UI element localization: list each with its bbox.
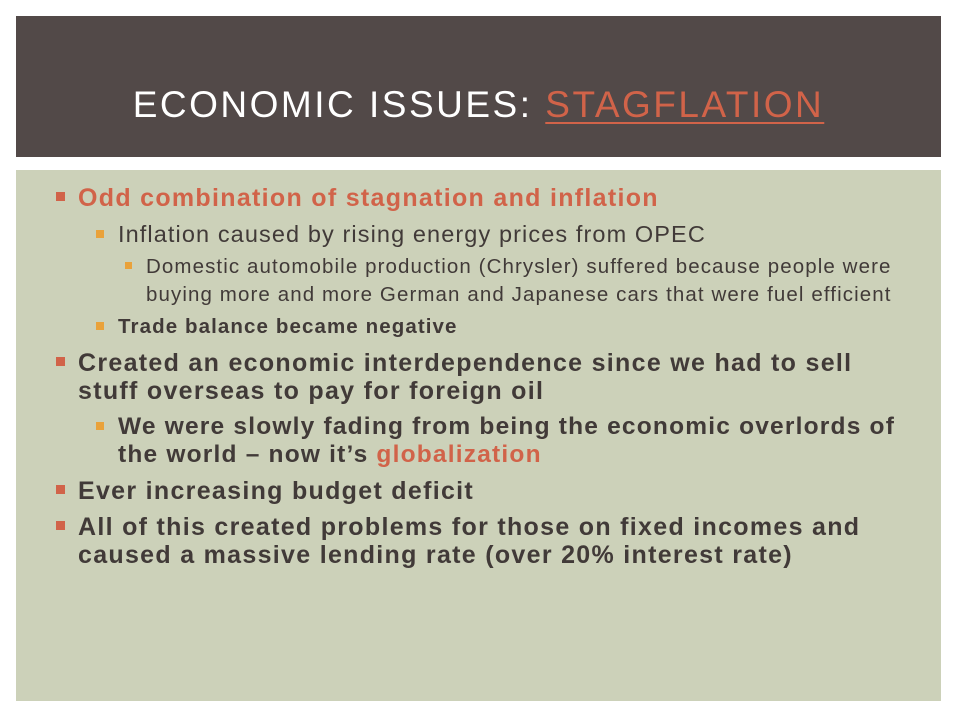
stagflation-link[interactable]: STAGFLATION xyxy=(545,84,825,125)
content-area: Odd combination of stagnation and inflat… xyxy=(16,170,941,701)
bullet-square-icon xyxy=(56,485,65,494)
list-item: Ever increasing budget deficit xyxy=(56,477,916,505)
sub-list: Domestic automobile production (Chrysler… xyxy=(118,253,916,309)
bullet-square-icon xyxy=(96,322,104,330)
globalization-term: globalization xyxy=(376,441,542,468)
bullet-square-icon xyxy=(125,262,132,269)
bullet-text: Inflation caused by rising energy prices… xyxy=(118,221,706,247)
sub-list: We were slowly fading from being the eco… xyxy=(90,413,916,469)
bullet-text: We were slowly fading from being the eco… xyxy=(118,413,896,468)
bullet-text: All of this created problems for those o… xyxy=(78,513,861,569)
bullet-square-icon xyxy=(96,422,104,430)
bullet-text: Odd combination of stagnation and inflat… xyxy=(78,184,659,212)
list-item: All of this created problems for those o… xyxy=(56,513,916,569)
bullet-list: Odd combination of stagnation and inflat… xyxy=(56,184,916,569)
title-bar: ECONOMIC ISSUES: STAGFLATION xyxy=(16,16,941,157)
sub-list: Inflation caused by rising energy prices… xyxy=(90,220,916,341)
list-item: Odd combination of stagnation and inflat… xyxy=(56,184,916,341)
bullet-text: Trade balance became negative xyxy=(118,315,458,338)
bullet-text: Domestic automobile production (Chrysler… xyxy=(146,255,892,306)
title-prefix: ECONOMIC ISSUES: xyxy=(132,84,546,125)
list-item: Created an economic interdependence sinc… xyxy=(56,349,916,469)
list-item: Domestic automobile production (Chrysler… xyxy=(118,253,916,309)
list-item: Trade balance became negative xyxy=(90,313,916,341)
slide-title: ECONOMIC ISSUES: STAGFLATION xyxy=(16,86,941,123)
bullet-square-icon xyxy=(56,192,65,201)
bullet-text: Created an economic interdependence sinc… xyxy=(78,349,853,405)
bullet-square-icon xyxy=(96,230,104,238)
list-item: Inflation caused by rising energy prices… xyxy=(90,220,916,309)
list-item: We were slowly fading from being the eco… xyxy=(90,413,916,469)
bullet-square-icon xyxy=(56,521,65,530)
bullet-square-icon xyxy=(56,357,65,366)
bullet-text: Ever increasing budget deficit xyxy=(78,477,475,505)
